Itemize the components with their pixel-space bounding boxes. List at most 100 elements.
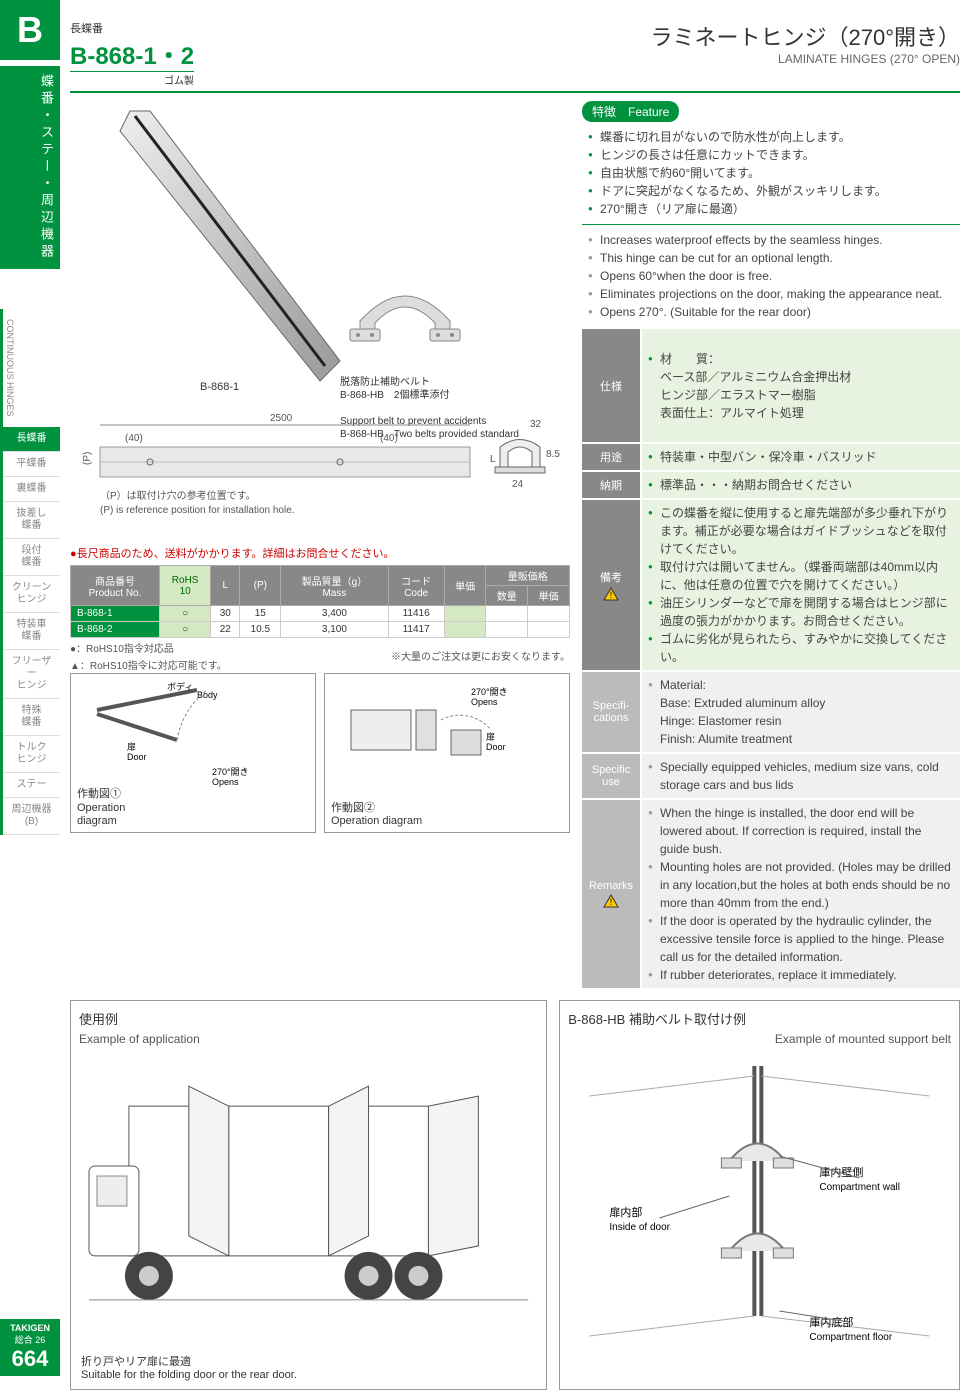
main-image-label: B-868-1 <box>200 381 239 393</box>
sidebar-item[interactable]: 段付 蝶番 <box>3 539 60 576</box>
table-row: B-868-2○2210.53,10011417 <box>71 622 570 638</box>
sidebar-nav: CONTINUOUS HINGES 長蝶番平蝶番裏蝶番抜差し 蝶番段付 蝶番クリ… <box>0 309 60 835</box>
svg-text:Door: Door <box>486 742 506 752</box>
feature-item: ドアに突起がなくなるため、外観がスッキリします。 <box>588 182 960 200</box>
th-P: (P) <box>240 566 281 606</box>
app-caption-en: Suitable for the folding door or the rea… <box>81 1369 297 1381</box>
svg-text:扉: 扉 <box>127 741 136 752</box>
svg-text:扉: 扉 <box>486 731 495 742</box>
truck-illustration-icon <box>79 1046 538 1336</box>
app-caption-jp: 折り戸やリア扉に最適 <box>81 1356 191 1368</box>
note-label-en: Remarks ! <box>582 800 640 988</box>
belt-title-jp: B-868-HB 補助ベルト取付け例 <box>568 1009 951 1028</box>
svg-text:(40): (40) <box>125 433 143 444</box>
svg-text:(40): (40) <box>380 433 398 444</box>
sidebar-nav-en: CONTINUOUS HINGES <box>3 309 17 427</box>
spec-content-en: Material: Base: Extruded aluminum alloy … <box>642 672 960 752</box>
svg-text:8.5: 8.5 <box>546 449 560 460</box>
feature-list-jp: 蝶番に切れ目がないので防水性が向上します。ヒンジの長さは任意にカットできます。自… <box>582 128 960 218</box>
op2-svg: 270°開き Opens 扉 Door <box>331 680 563 800</box>
note-item: When the hinge is installed, the door en… <box>648 804 954 858</box>
feature-item: Increases waterproof effects by the seam… <box>588 231 960 249</box>
svg-text:Door: Door <box>127 752 147 762</box>
warning-icon: ! <box>603 587 619 601</box>
sidebar-item[interactable]: フリーザー ヒンジ <box>3 650 60 699</box>
product-table: 商品番号 Product No. RoHS 10 L (P) 製品質量（g） M… <box>70 565 570 638</box>
feature-item: ヒンジの長さは任意にカットできます。 <box>588 146 960 164</box>
note-item: 取付け穴は開いてません。（蝶番両端部は40mm以内に、他は任意の位置で穴を開けて… <box>648 558 954 594</box>
sidebar-item[interactable]: クリーン ヒンジ <box>3 576 60 613</box>
th-qty: 数量 <box>486 586 528 606</box>
svg-text:(P): (P) <box>82 452 93 465</box>
feature-list-en: Increases waterproof effects by the seam… <box>582 231 960 321</box>
sidebar-item[interactable]: ステー <box>3 773 60 798</box>
svg-text:Opens: Opens <box>471 697 498 707</box>
app-title-jp: 使用例 <box>79 1009 538 1028</box>
svg-text:2500: 2500 <box>270 413 293 424</box>
page-number: 664 <box>4 1346 56 1372</box>
section-letter: B <box>0 0 60 60</box>
feature-item: 270°開き（リア扉に最適） <box>588 200 960 218</box>
th-bulk: 量販価格 <box>486 566 570 586</box>
sidebar-item[interactable]: 裏蝶番 <box>3 477 60 502</box>
hinge-photo-icon <box>70 101 370 401</box>
dimensions-area: 2500 (40) (40) (P) （P）は取付け穴の参考位置です。 (P) … <box>70 407 570 537</box>
sidebar-item[interactable]: 長蝶番 <box>3 427 60 452</box>
page-header: 長蝶番 B-868-1・2 ゴム製 ラミネートヒンジ（270°開き） LAMIN… <box>70 20 960 93</box>
spec-content-jp: 材 質： ベース部／アルミニウム合金押出材 ヒンジ部／エラストマー樹脂 表面仕上… <box>642 329 960 442</box>
svg-text:Body: Body <box>197 690 218 700</box>
sidebar-item[interactable]: 平蝶番 <box>3 452 60 477</box>
spec-label-jp: 仕様 <box>582 329 640 442</box>
spec-grid: 仕様 材 質： ベース部／アルミニウム合金押出材 ヒンジ部／エラストマー樹脂 表… <box>582 329 960 988</box>
belt-label-jp: 脱落防止補助ベルト B-868-HB 2個標準添付 <box>340 377 449 401</box>
note-item: If rubber deteriorates, replace it immed… <box>648 966 954 984</box>
note-item: If the door is operated by the hydraulic… <box>648 912 954 966</box>
svg-text:L: L <box>490 454 496 465</box>
footer-brand: TAKIGEN <box>4 1323 56 1333</box>
sidebar-item[interactable]: 特殊 蝶番 <box>3 699 60 736</box>
th-price: 単価 <box>444 566 486 606</box>
use-label-en: Specific use <box>582 754 640 798</box>
svg-text:Compartment wall: Compartment wall <box>820 1182 901 1193</box>
svg-text:!: ! <box>610 590 613 600</box>
svg-text:(P) is reference position for: (P) is reference position for installati… <box>100 505 295 516</box>
sidebar-item[interactable]: トルク ヒンジ <box>3 736 60 773</box>
product-image-area: B-868-1 脱落防止補助ベルト B-868-HB 2個標準添付 Suppor… <box>70 101 570 401</box>
sidebar-item[interactable]: 周辺機器 (B) <box>3 798 60 835</box>
th-code: コード Code <box>388 566 444 606</box>
sidebar-item[interactable]: 特装車 蝶番 <box>3 613 60 650</box>
belt-mount-illustration-icon: 扉内部 Inside of door 庫内壁側 Compartment wall… <box>568 1046 951 1356</box>
header-material: ゴム製 <box>70 72 194 87</box>
svg-text:270°開き: 270°開き <box>212 767 249 777</box>
dimensions-drawing: 2500 (40) (40) (P) （P）は取付け穴の参考位置です。 (P) … <box>70 407 570 537</box>
feature-item: 蝶番に切れ目がないので防水性が向上します。 <box>588 128 960 146</box>
note-item: この蝶番を縦に使用すると扉先端部が多少垂れ下がります。補正が必要な場合はガイドブ… <box>648 504 954 558</box>
right-column: 特徴 Feature 蝶番に切れ目がないので防水性が向上します。ヒンジの長さは任… <box>582 101 960 988</box>
sidebar-item[interactable]: 抜差し 蝶番 <box>3 502 60 539</box>
note-label-jp: 備考 ! <box>582 500 640 670</box>
svg-text:Compartment floor: Compartment floor <box>810 1332 893 1343</box>
sidebar-category: 蝶番・ステー・周辺機器 <box>0 66 60 269</box>
left-column: B-868-1 脱落防止補助ベルト B-868-HB 2個標準添付 Suppor… <box>70 101 570 988</box>
example-belt-mount: B-868-HB 補助ベルト取付け例 Example of mounted su… <box>559 1000 960 1390</box>
note-content-jp: この蝶番を縦に使用すると扉先端部が多少垂れ下がります。補正が必要な場合はガイドブ… <box>642 500 960 670</box>
app-title-en: Example of application <box>79 1032 538 1046</box>
belt-photo-icon <box>340 261 470 361</box>
feature-item: 自由状態で約60°開いてます。 <box>588 164 960 182</box>
product-code: B-868-1・2 <box>70 36 194 72</box>
footer-vol: 総合 26 <box>4 1333 56 1346</box>
th-rohs: RoHS 10 <box>159 566 210 606</box>
svg-text:32: 32 <box>530 419 542 430</box>
warning-icon: ! <box>603 894 619 908</box>
svg-text:Inside of door: Inside of door <box>610 1222 671 1233</box>
title-jp: ラミネートヒンジ（270°開き） <box>650 20 960 52</box>
th-mass: 製品質量（g） Mass <box>281 566 388 606</box>
lead-label-jp: 納期 <box>582 472 640 498</box>
header-small-cat: 長蝶番 <box>70 20 194 36</box>
svg-text:!: ! <box>610 897 613 907</box>
feature-item: This hinge can be cut for an optional le… <box>588 249 960 267</box>
note-content-en: When the hinge is installed, the door en… <box>642 800 960 988</box>
spec-label-en: Specifi- cations <box>582 672 640 752</box>
note-item: Mounting holes are not provided. (Holes … <box>648 858 954 912</box>
example-application: 使用例 Example of application <box>70 1000 547 1390</box>
